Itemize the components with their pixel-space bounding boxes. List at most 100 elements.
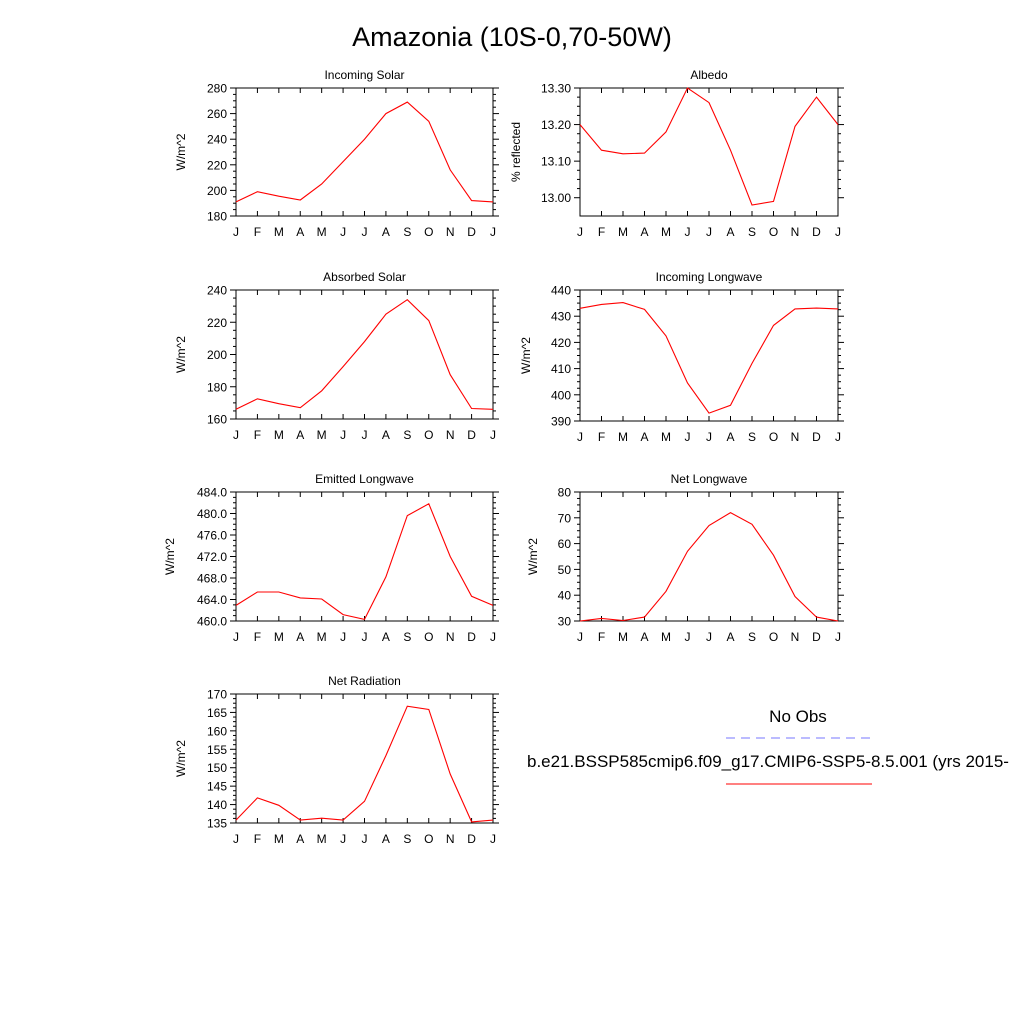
y-tick-label: 13.20 [541,118,571,132]
x-tick-label: J [685,630,691,644]
x-tick-label: M [274,630,284,644]
y-tick-label: 200 [207,184,227,198]
x-tick-label: J [490,630,496,644]
x-tick-label: M [661,225,671,239]
y-tick-label: 70 [558,511,572,525]
y-tick-label: 180 [207,210,227,224]
y-tick-label: 440 [551,284,571,298]
x-tick-label: N [791,225,800,239]
panel-title: Incoming Longwave [656,270,763,284]
y-tick-label: 60 [558,537,572,551]
x-tick-label: J [362,630,368,644]
x-tick-label: J [706,630,712,644]
x-tick-label: S [403,630,411,644]
x-tick-label: F [254,428,261,442]
panels: J F M A M J J A S O N D J180200220240260280Incoming … [163,68,844,846]
y-tick-label: 13.00 [541,191,571,205]
y-axis-label: W/m^2 [174,336,188,373]
x-tick-label: M [618,225,628,239]
x-tick-label: N [446,630,455,644]
panel-incoming-solar: J F M A M J J A S O N D J180200220240260280Incoming … [174,68,499,239]
y-tick-label: 13.10 [541,155,571,169]
x-tick-label: A [640,430,648,444]
figure-title: Amazonia (10S-0,70-50W) [352,22,672,52]
y-tick-label: 30 [558,615,572,629]
x-tick-label: M [317,630,327,644]
x-tick-label: J [340,428,346,442]
x-tick-label: F [598,630,605,644]
x-tick-label: S [748,430,756,444]
series-line [235,298,494,410]
y-tick-label: 400 [551,388,571,402]
x-tick-label: M [317,428,327,442]
x-tick-label: A [382,832,390,846]
x-tick-label: F [254,225,261,239]
x-tick-label: J [490,225,496,239]
y-tick-label: 145 [207,780,227,794]
y-tick-label: 140 [207,798,227,812]
x-tick-label: N [446,832,455,846]
x-tick-label: J [362,832,368,846]
x-tick-label: N [446,428,455,442]
x-tick-label: J [577,225,583,239]
x-tick-label: J [490,428,496,442]
x-tick-label: J [706,225,712,239]
x-tick-label: F [254,630,261,644]
x-tick-label: J [835,630,841,644]
panel-incoming-longwave: J F M A M J J A S O N D J390400410420430440Incoming … [519,270,844,444]
x-tick-label: S [403,225,411,239]
series-line [235,705,494,823]
x-tick-label: A [726,430,734,444]
y-tick-label: 410 [551,362,571,376]
y-tick-label: 390 [551,415,571,429]
x-tick-label: A [726,225,734,239]
x-tick-label: J [233,428,239,442]
x-tick-label: O [424,225,433,239]
x-tick-label: J [685,430,691,444]
x-tick-label: O [424,428,433,442]
y-tick-label: 170 [207,688,227,702]
x-tick-label: J [340,630,346,644]
x-tick-label: S [748,630,756,644]
y-tick-label: 150 [207,761,227,775]
x-tick-label: M [661,630,671,644]
x-tick-label: D [467,225,476,239]
x-tick-label: J [577,630,583,644]
y-tick-label: 460.0 [197,615,227,629]
x-tick-label: M [618,430,628,444]
x-tick-label: J [340,832,346,846]
x-tick-label: J [362,428,368,442]
y-tick-label: 50 [558,563,572,577]
x-tick-label: O [769,225,778,239]
panel-title: Emitted Longwave [315,472,414,486]
x-tick-label: N [446,225,455,239]
y-tick-label: 240 [207,284,227,298]
legend-model-label: b.e21.BSSP585cmip6.f09_g17.CMIP6-SSP5-8.… [527,752,1009,771]
x-tick-label: A [296,832,304,846]
y-tick-label: 135 [207,817,227,831]
y-tick-label: 160 [207,724,227,738]
x-tick-label: J [835,430,841,444]
plot-frame [579,491,839,622]
x-tick-label: D [812,630,821,644]
y-tick-label: 220 [207,158,227,172]
panel-emitted-longwave: J F M A M J J A S O N D J460.0464.0468.0472.0476.048… [163,472,499,644]
x-tick-label: D [812,225,821,239]
x-tick-label: D [467,428,476,442]
y-tick-label: 468.0 [197,572,227,586]
x-tick-label: F [598,430,605,444]
y-tick-label: 155 [207,743,227,757]
y-tick-label: 80 [558,486,572,500]
x-tick-label: D [467,832,476,846]
y-tick-label: 200 [207,348,227,362]
x-tick-label: A [296,428,304,442]
x-tick-label: A [382,630,390,644]
x-tick-label: M [618,630,628,644]
plot-frame [579,289,839,422]
x-tick-label: A [296,225,304,239]
panel-title: Absorbed Solar [323,270,406,284]
y-tick-label: 180 [207,380,227,394]
x-tick-label: A [726,630,734,644]
x-tick-label: J [706,430,712,444]
